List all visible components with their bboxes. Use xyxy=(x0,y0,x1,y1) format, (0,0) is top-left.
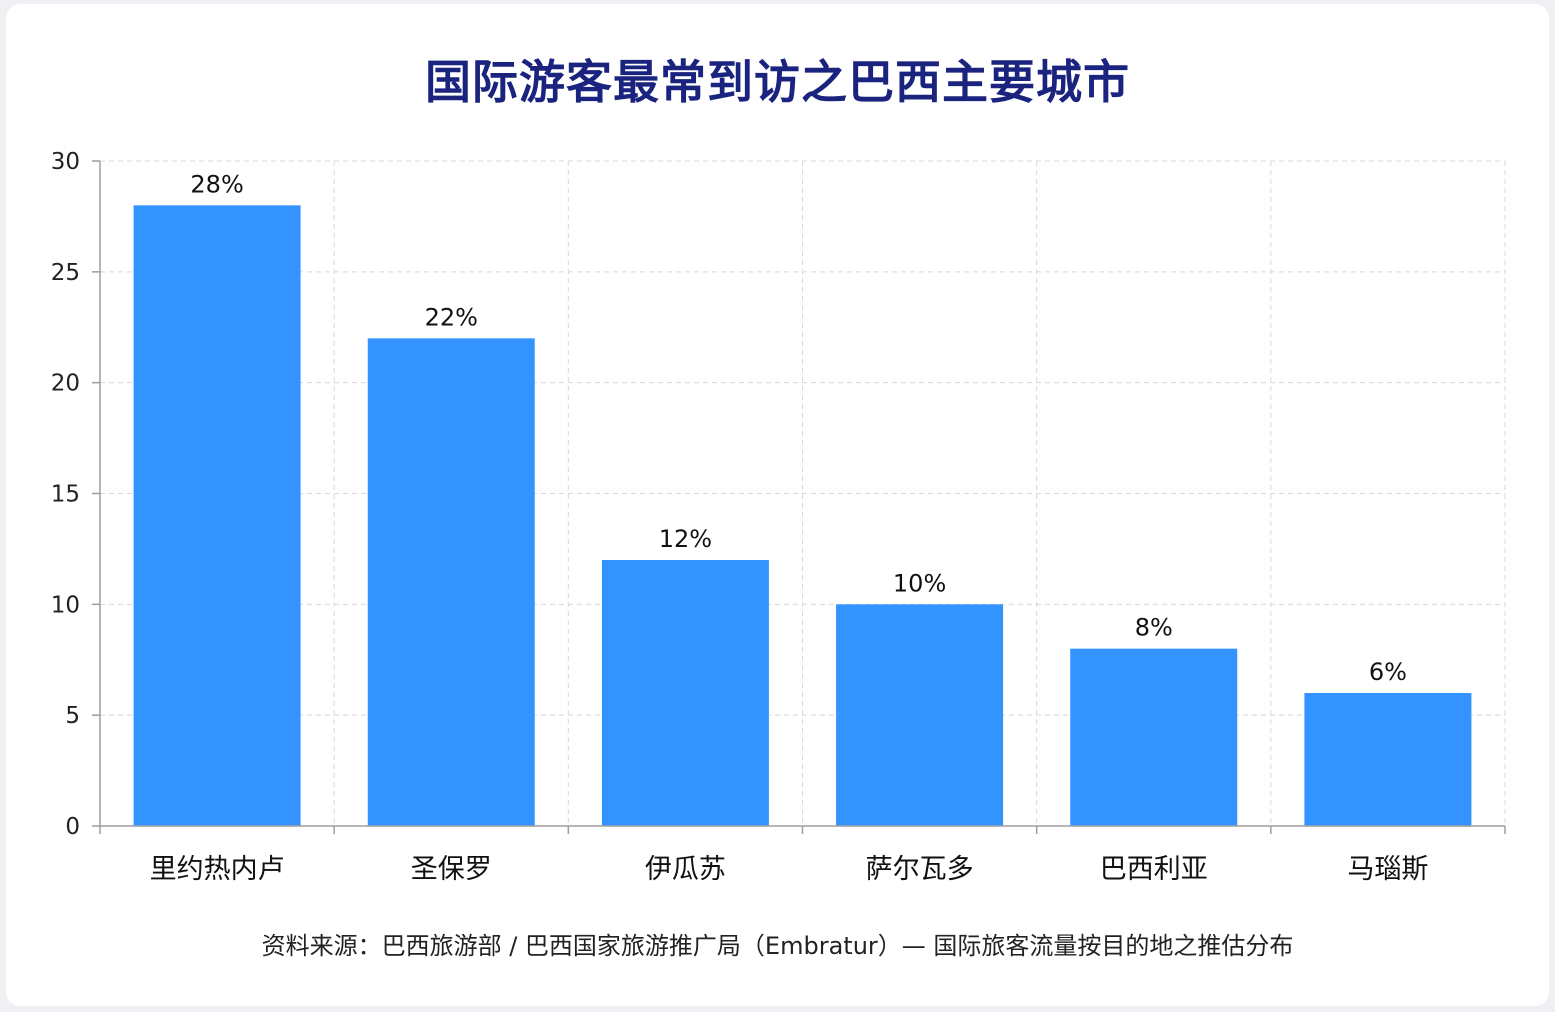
value-label: 12% xyxy=(659,525,712,553)
category-label: 巴西利亚 xyxy=(1100,854,1208,885)
value-label: 6% xyxy=(1369,658,1407,686)
bar-4 xyxy=(1070,648,1238,826)
bar-2 xyxy=(601,560,769,826)
bar-5 xyxy=(1304,693,1472,826)
y-tick-label: 25 xyxy=(51,260,80,286)
category-label: 里约热内卢 xyxy=(150,854,285,885)
y-tick-label: 20 xyxy=(51,371,80,397)
bar-0 xyxy=(133,205,301,827)
y-tick-label: 15 xyxy=(51,482,80,508)
grid-lines xyxy=(100,160,1506,826)
value-label: 8% xyxy=(1135,614,1173,642)
value-label: 28% xyxy=(190,170,243,198)
y-tick-label: 0 xyxy=(65,814,80,840)
axes xyxy=(92,160,1506,834)
labels: 28% 里约热内卢 22% 圣保罗 12% 伊瓜苏 10% 萨尔瓦多 8% 巴西利亚 6% 马瑙斯 0 5… xyxy=(51,149,1429,885)
bars xyxy=(133,205,1472,827)
y-tick-label: 30 xyxy=(51,149,80,175)
y-tick-label: 5 xyxy=(65,703,80,729)
category-label: 萨尔瓦多 xyxy=(866,854,974,885)
category-label: 马瑙斯 xyxy=(1347,854,1428,885)
category-label: 圣保罗 xyxy=(411,854,492,885)
value-label: 22% xyxy=(425,303,478,331)
y-tick-label: 10 xyxy=(51,592,80,618)
category-label: 伊瓜苏 xyxy=(645,854,726,885)
bar-1 xyxy=(367,338,535,826)
bar-3 xyxy=(836,604,1004,826)
chart-title: 国际游客最常到访之巴西主要城市 xyxy=(425,55,1130,109)
source-note: 资料来源：巴西旅游部 / 巴西国家旅游推广局（Embratur）— 国际旅客流量… xyxy=(261,932,1294,960)
value-label: 10% xyxy=(893,569,946,597)
